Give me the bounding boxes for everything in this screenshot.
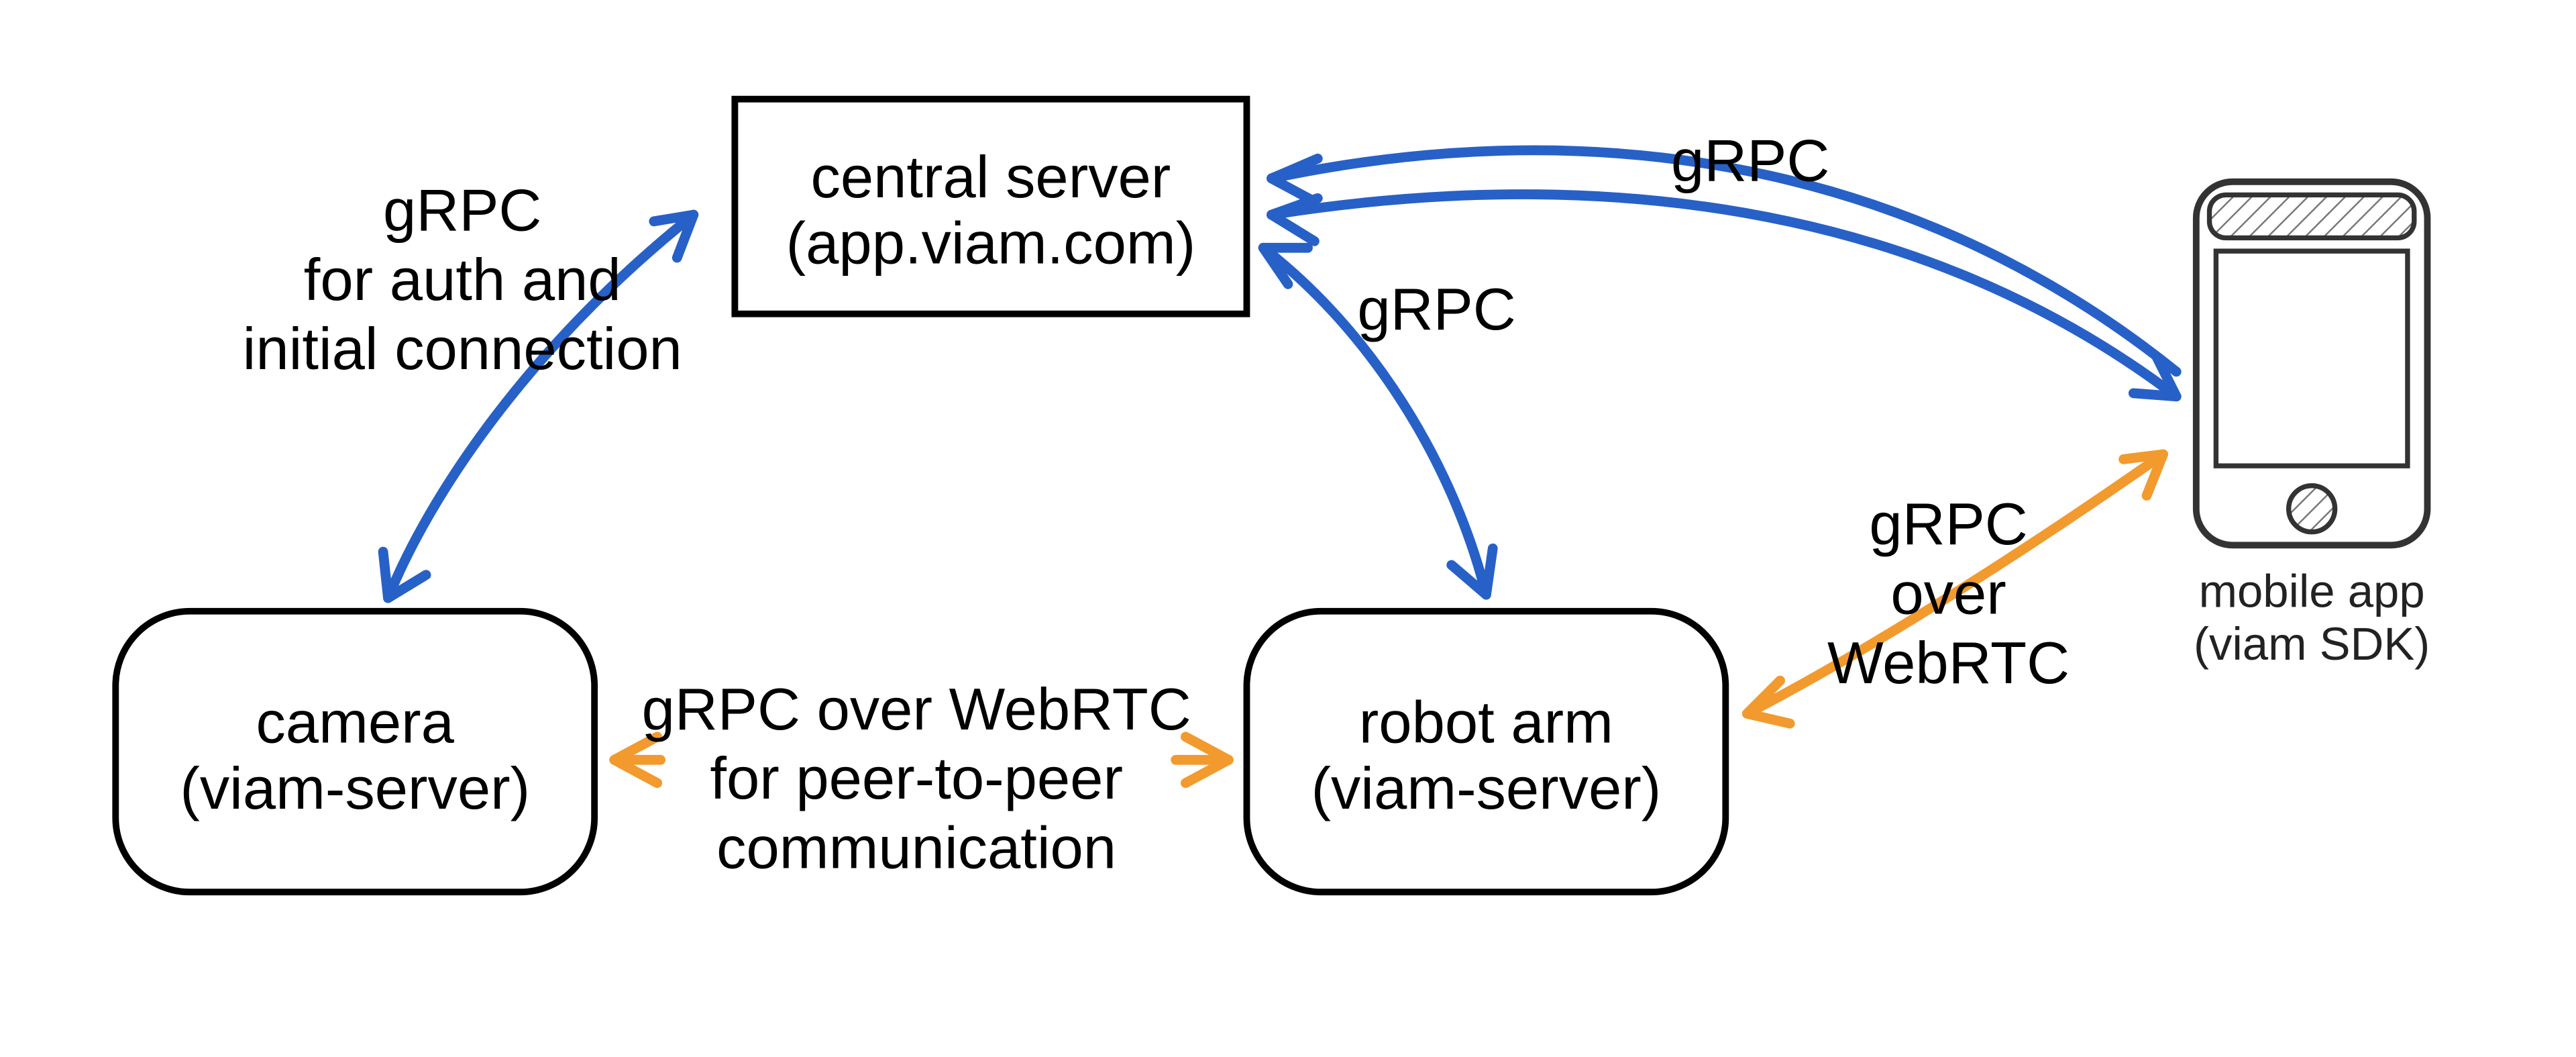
svg-text:communication: communication bbox=[716, 815, 1116, 881]
svg-text:WebRTC: WebRTC bbox=[1827, 630, 2070, 696]
label-robot-phone: gRPC over WebRTC bbox=[1827, 491, 2070, 696]
svg-text:gRPC over WebRTC: gRPC over WebRTC bbox=[642, 676, 1191, 742]
node-mobile-app: mobile app (viam SDK) bbox=[2194, 182, 2430, 670]
server-label-1: central server bbox=[811, 144, 1171, 210]
server-label-2: (app.viam.com) bbox=[786, 210, 1196, 276]
label-phone-server: gRPC bbox=[1671, 128, 1829, 194]
robot-label-1: robot arm bbox=[1359, 689, 1613, 755]
node-central-server: central server (app.viam.com) bbox=[735, 99, 1246, 314]
phone-label-1: mobile app bbox=[2199, 565, 2425, 617]
node-camera: camera (viam-server) bbox=[115, 611, 594, 892]
camera-label-1: camera bbox=[256, 689, 455, 755]
svg-text:over: over bbox=[1890, 560, 2006, 626]
label-camera-server: gRPC for auth and initial connection bbox=[243, 177, 682, 382]
svg-text:gRPC: gRPC bbox=[1869, 491, 2027, 557]
camera-label-2: (viam-server) bbox=[180, 755, 530, 821]
svg-text:for peer-to-peer: for peer-to-peer bbox=[710, 745, 1123, 811]
svg-text:gRPC: gRPC bbox=[383, 177, 541, 243]
label-robot-server: gRPC bbox=[1357, 276, 1515, 342]
phone-label-2: (viam SDK) bbox=[2194, 618, 2430, 670]
svg-text:for auth and: for auth and bbox=[304, 246, 621, 313]
label-camera-robot: gRPC over WebRTC for peer-to-peer commun… bbox=[642, 676, 1191, 881]
svg-text:initial connection: initial connection bbox=[243, 315, 682, 382]
robot-label-2: (viam-server) bbox=[1311, 755, 1661, 821]
node-robot-arm: robot arm (viam-server) bbox=[1246, 611, 1725, 892]
